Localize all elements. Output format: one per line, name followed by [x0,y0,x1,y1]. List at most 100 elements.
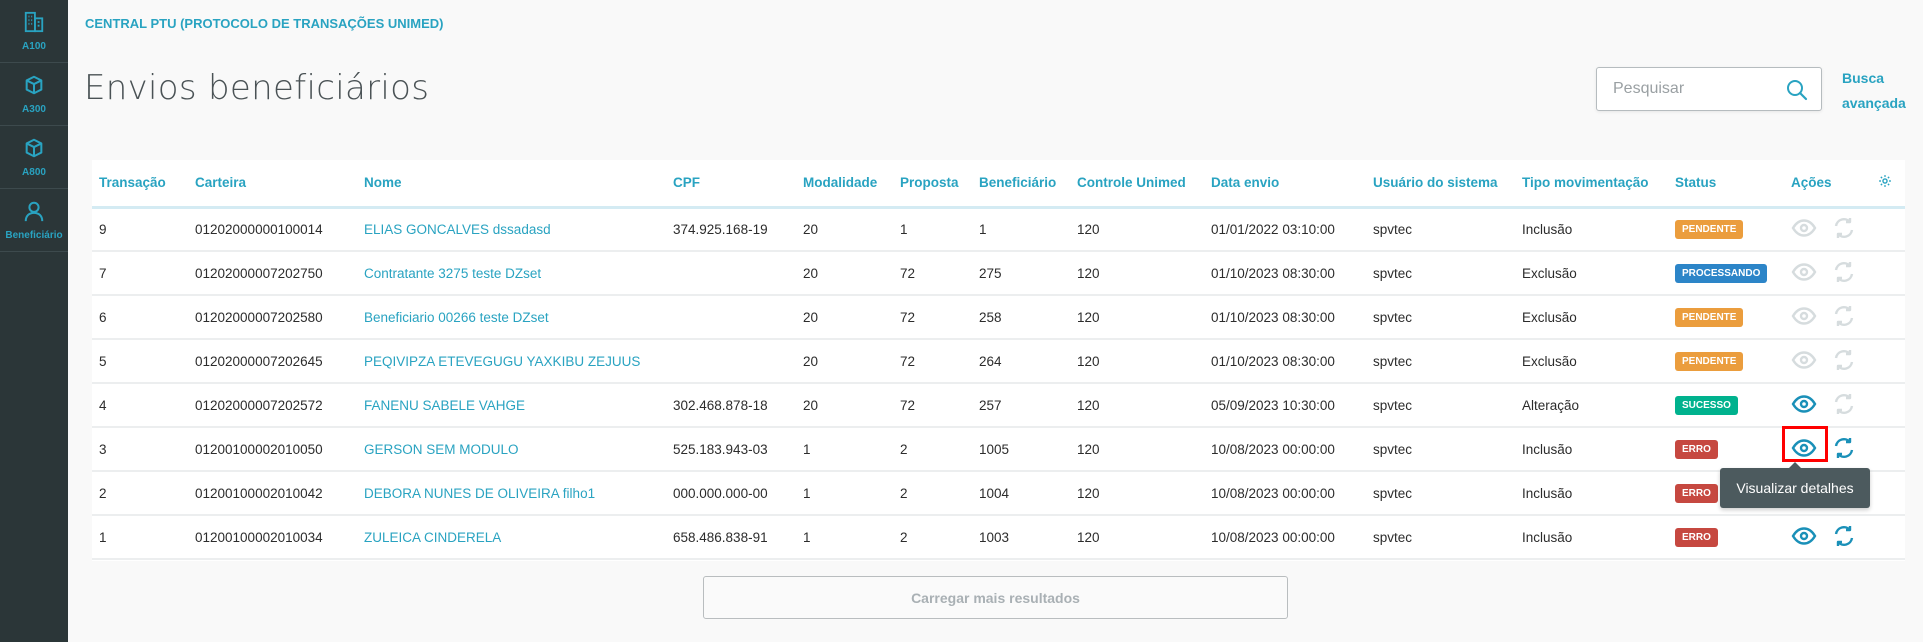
column-header[interactable]: Tipo movimentação [1515,160,1668,209]
view-details-button[interactable] [1791,523,1817,552]
cell-controle: 120 [1070,339,1204,384]
cell-empty [1878,427,1905,472]
view-details-button [1791,347,1817,376]
cell-status: ERRO [1668,515,1784,560]
breadcrumb: CENTRAL PTU (PROTOCOLO DE TRANSAÇÕES UNI… [85,16,444,31]
search-input[interactable] [1613,80,1773,98]
cell-tipo: Inclusão [1515,427,1668,472]
view-details-button[interactable] [1791,391,1817,420]
cell-beneficiario: 275 [972,251,1070,296]
sidebar-item-a800[interactable]: A800 [0,126,68,189]
cell-transacao: 1 [92,515,188,560]
cell-controle: 120 [1070,427,1204,472]
cell-actions [1784,207,1878,252]
cell-transacao: 2 [92,471,188,516]
resend-button[interactable] [1831,435,1857,464]
transactions-table: Transação Carteira Nome CPF Modalidade Propos… [92,160,1905,561]
resend-icon[interactable] [1831,523,1857,549]
eye-icon[interactable] [1791,391,1817,417]
resend-icon [1834,349,1854,370]
cell-modalidade: 20 [796,295,893,340]
cell-actions [1784,339,1878,384]
resend-icon [1834,217,1854,238]
cell-nome[interactable]: Beneficiario 00266 teste DZset [357,295,666,340]
cell-nome[interactable]: Contratante 3275 teste DZset [357,251,666,296]
cell-modalidade: 1 [796,515,893,560]
cell-transacao: 7 [92,251,188,296]
cell-transacao: 4 [92,383,188,428]
cell-carteira: 01200100002010042 [188,471,357,516]
cell-empty [1878,207,1905,252]
column-header[interactable]: Carteira [188,160,357,209]
column-header[interactable]: Ações [1784,160,1878,209]
cell-tipo: Exclusão [1515,339,1668,384]
cell-cpf: 658.486.838-91 [666,515,796,560]
cell-nome[interactable]: ELIAS GONCALVES dssadasd [357,207,666,252]
cell-transacao: 3 [92,427,188,472]
column-header[interactable]: Usuário do sistema [1366,160,1515,209]
status-badge: PROCESSANDO [1675,263,1768,283]
view-details-button[interactable] [1791,435,1817,464]
column-header[interactable]: CPF [666,160,796,209]
cell-usuario: spvtec [1366,295,1515,340]
cell-proposta: 72 [893,251,972,296]
cell-tipo: Alteração [1515,383,1668,428]
cell-nome[interactable]: GERSON SEM MODULO [357,427,666,472]
cell-status: PENDENTE [1668,207,1784,252]
cell-empty [1878,339,1905,384]
cell-transacao: 9 [92,207,188,252]
sidebar-item-a100[interactable]: A100 [0,0,68,63]
resend-icon[interactable] [1831,435,1857,461]
resend-button[interactable] [1831,523,1857,552]
column-header[interactable]: Modalidade [796,160,893,209]
cell-nome[interactable]: FANENU SABELE VAHGE [357,383,666,428]
cell-controle: 120 [1070,251,1204,296]
cell-cpf: 525.183.943-03 [666,427,796,472]
column-header[interactable]: Proposta [893,160,972,209]
cell-cpf [666,339,796,384]
cell-data: 01/10/2023 08:30:00 [1204,339,1366,384]
resend-icon [1834,305,1854,326]
cell-proposta: 72 [893,383,972,428]
load-more-button[interactable]: Carregar mais resultados [703,576,1288,619]
cell-transacao: 5 [92,339,188,384]
cell-carteira: 01202000000100014 [188,207,357,252]
cell-beneficiario: 1003 [972,515,1070,560]
cell-modalidade: 20 [796,207,893,252]
column-header[interactable]: Transação [92,160,188,209]
cell-empty [1878,251,1905,296]
column-header[interactable]: Nome [357,160,666,209]
sidebar-item-label: A800 [22,166,46,178]
view-details-button [1791,303,1817,332]
advanced-search-link[interactable]: Busca avançada [1842,66,1906,116]
cell-beneficiario: 258 [972,295,1070,340]
cell-data: 01/10/2023 08:30:00 [1204,295,1366,340]
tooltip: Visualizar detalhes [1720,462,1870,508]
status-badge: ERRO [1675,527,1718,547]
sidebar-item-label: A100 [22,40,46,52]
cell-cpf: 000.000.000-00 [666,471,796,516]
cell-modalidade: 1 [796,427,893,472]
search-box [1596,67,1822,111]
cell-nome[interactable]: ZULEICA CINDERELA [357,515,666,560]
cell-nome[interactable]: PEQIVIPZA ETEVEGUGU YAXKIBU ZEJUUS [357,339,666,384]
column-header[interactable]: Beneficiário [972,160,1070,209]
sidebar-item-beneficiário[interactable]: Beneficiário [0,189,68,252]
status-badge: PENDENTE [1675,351,1744,371]
eye-icon[interactable] [1791,523,1817,549]
advanced-search-label-1: Busca [1842,70,1885,86]
user-icon [23,200,45,230]
search-icon[interactable] [1785,78,1809,102]
gear-icon[interactable] [1878,174,1892,188]
sidebar-item-a300[interactable]: A300 [0,63,68,126]
cell-controle: 120 [1070,207,1204,252]
cell-proposta: 1 [893,207,972,252]
column-header[interactable]: Controle Unimed [1070,160,1204,209]
column-settings-button[interactable] [1878,160,1905,209]
column-header[interactable]: Data envio [1204,160,1366,209]
eye-icon[interactable] [1791,435,1817,461]
resend-button [1831,303,1857,332]
column-header[interactable]: Status [1668,160,1784,209]
cell-data: 01/01/2022 03:10:00 [1204,207,1366,252]
cell-nome[interactable]: DEBORA NUNES DE OLIVEIRA filho1 [357,471,666,516]
